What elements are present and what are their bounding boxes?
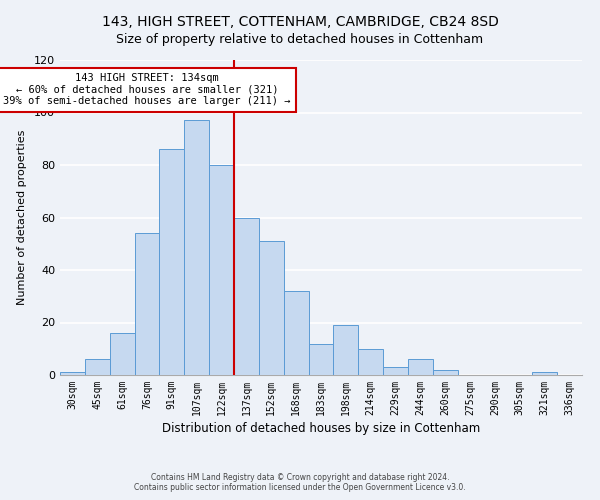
Bar xyxy=(358,349,383,375)
Bar xyxy=(60,372,85,375)
Bar xyxy=(234,218,259,375)
Text: Contains HM Land Registry data © Crown copyright and database right 2024.
Contai: Contains HM Land Registry data © Crown c… xyxy=(134,473,466,492)
Bar xyxy=(408,359,433,375)
Bar xyxy=(110,333,134,375)
Y-axis label: Number of detached properties: Number of detached properties xyxy=(17,130,27,305)
Bar xyxy=(334,325,358,375)
Bar xyxy=(532,372,557,375)
Bar xyxy=(259,241,284,375)
Text: Size of property relative to detached houses in Cottenham: Size of property relative to detached ho… xyxy=(116,32,484,46)
Bar xyxy=(134,233,160,375)
Bar xyxy=(209,165,234,375)
Bar xyxy=(85,359,110,375)
Text: 143 HIGH STREET: 134sqm
← 60% of detached houses are smaller (321)
39% of semi-d: 143 HIGH STREET: 134sqm ← 60% of detache… xyxy=(3,73,291,106)
Text: 143, HIGH STREET, COTTENHAM, CAMBRIDGE, CB24 8SD: 143, HIGH STREET, COTTENHAM, CAMBRIDGE, … xyxy=(101,15,499,29)
Bar xyxy=(284,291,308,375)
X-axis label: Distribution of detached houses by size in Cottenham: Distribution of detached houses by size … xyxy=(162,422,480,435)
Bar xyxy=(184,120,209,375)
Bar xyxy=(308,344,334,375)
Bar xyxy=(160,149,184,375)
Bar xyxy=(383,367,408,375)
Bar xyxy=(433,370,458,375)
